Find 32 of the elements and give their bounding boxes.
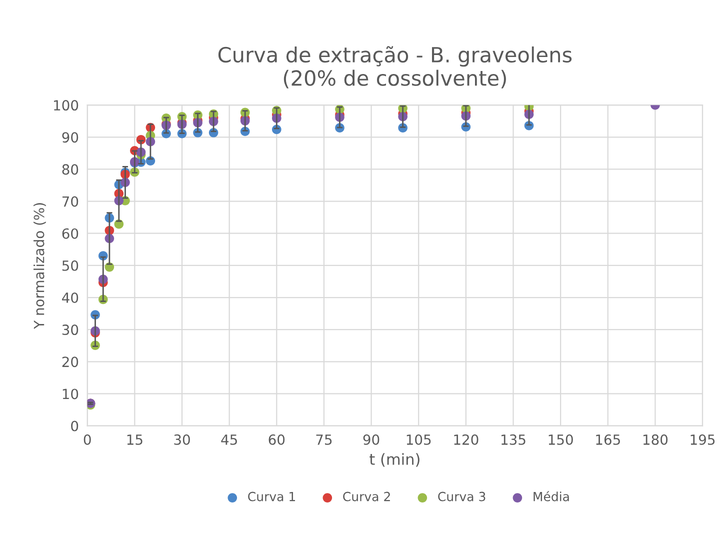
legend-label: Curva 3 [438, 492, 486, 502]
x-tick-label: 120 [454, 434, 478, 445]
legend-label: Curva 1 [248, 492, 295, 502]
y-tick-label: 0 [71, 420, 78, 432]
x-tick-label: 45 [221, 434, 237, 445]
x-tick-label: 135 [502, 434, 526, 445]
y-tick-label: 90 [62, 132, 78, 143]
x-tick-label: 165 [596, 434, 620, 445]
x-tick-label: 0 [84, 434, 91, 445]
legend-label: Média [534, 491, 569, 502]
x-tick-label: 75 [316, 434, 332, 445]
x-axis-title: t (min) [370, 453, 420, 467]
legend-label: Curva 2 [343, 492, 390, 502]
x-tick-label: 195 [690, 434, 715, 445]
x-tick-label: 15 [127, 434, 142, 445]
x-tick-label: 90 [363, 434, 380, 445]
x-tick-label: 180 [643, 434, 668, 445]
y-tick-label: 60 [62, 228, 78, 239]
y-tick-label: 40 [62, 292, 78, 303]
y-axis-title: Y normalizado (%) [34, 203, 46, 329]
y-tick-label: 10 [62, 388, 78, 400]
y-tick-label: 50 [62, 260, 78, 271]
y-tick-label: 100 [54, 100, 78, 111]
x-tick-label: 30 [174, 434, 190, 445]
y-tick-label: 80 [62, 164, 78, 175]
y-tick-label: 70 [62, 196, 78, 207]
chart-title: Curva de extração - B. graveolens (20% de cossolvente) [218, 46, 572, 88]
x-tick-label: 60 [268, 434, 285, 445]
y-tick-label: 30 [62, 324, 78, 336]
x-tick-label: 105 [406, 434, 431, 445]
x-tick-label: 150 [548, 434, 573, 445]
y-tick-label: 20 [62, 356, 78, 368]
